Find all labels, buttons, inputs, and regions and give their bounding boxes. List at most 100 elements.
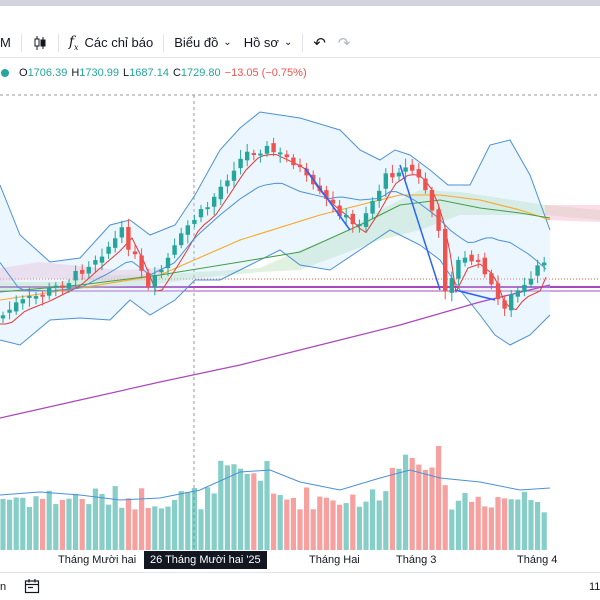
volume-bar bbox=[165, 506, 171, 550]
candle-body bbox=[40, 294, 45, 297]
volume-bar bbox=[508, 499, 514, 550]
candle-body bbox=[231, 170, 237, 181]
low-value: 1687.14 bbox=[129, 67, 169, 79]
candle-body bbox=[324, 190, 329, 199]
candle-body bbox=[284, 154, 289, 158]
candle-body bbox=[80, 269, 85, 274]
bottom-toolbar: n 11 bbox=[0, 572, 600, 600]
volume-bar bbox=[323, 497, 329, 550]
candle-body bbox=[238, 158, 243, 169]
candle-body bbox=[264, 145, 270, 154]
interval-button[interactable]: M bbox=[0, 30, 17, 56]
candle-body bbox=[542, 262, 547, 266]
volume-bar bbox=[86, 504, 92, 550]
long-moving-average bbox=[0, 284, 551, 419]
candle-body bbox=[522, 284, 527, 292]
candle-body bbox=[225, 180, 230, 187]
candle-body bbox=[66, 283, 72, 289]
candle-body bbox=[47, 287, 52, 296]
profile-menu-label: Hồ sơ bbox=[243, 35, 279, 50]
goto-date-button[interactable] bbox=[24, 578, 40, 597]
indicators-button[interactable]: fx Các chỉ báo bbox=[63, 30, 159, 56]
candle-body bbox=[509, 294, 514, 311]
volume-bar bbox=[416, 464, 422, 550]
volume-bar bbox=[330, 500, 336, 550]
trend-line bbox=[399, 164, 441, 291]
volume-bar bbox=[337, 504, 343, 550]
candle-body bbox=[357, 224, 362, 227]
volume-bar bbox=[350, 494, 356, 550]
candle-body bbox=[363, 213, 369, 227]
candle-body bbox=[106, 246, 111, 254]
bottom-right-text: 11 bbox=[589, 581, 600, 593]
close-label: C bbox=[172, 67, 181, 79]
toolbar-divider bbox=[57, 33, 59, 52]
undo-icon: ↶ bbox=[313, 34, 326, 52]
change-value: −13.05 (−0.75%) bbox=[224, 67, 307, 79]
candle-body bbox=[469, 254, 474, 262]
volume-bar bbox=[409, 457, 415, 550]
candle-body bbox=[383, 173, 388, 189]
volume-bar bbox=[482, 506, 488, 550]
candle-body bbox=[0, 315, 6, 319]
volume-bar bbox=[515, 499, 521, 550]
trend-line bbox=[304, 167, 351, 231]
candle-body bbox=[165, 257, 171, 269]
x-tick-label: Tháng 4 bbox=[517, 554, 558, 566]
toolbar-divider bbox=[302, 33, 304, 52]
medium-moving-average bbox=[0, 194, 551, 301]
volume-bar bbox=[469, 501, 475, 550]
volume-bar bbox=[211, 493, 217, 550]
volume-bar bbox=[13, 497, 19, 550]
volume-bar bbox=[251, 473, 257, 550]
candle-body bbox=[370, 200, 375, 214]
ichimoku-cloud bbox=[0, 190, 600, 292]
volume-bar bbox=[363, 501, 369, 550]
volume-bar bbox=[178, 491, 184, 550]
volume-bar bbox=[145, 507, 151, 550]
volume-bar bbox=[92, 488, 98, 550]
candle-body bbox=[53, 285, 58, 288]
candle-body bbox=[33, 296, 39, 299]
volume-bar bbox=[158, 508, 164, 550]
volume-bar bbox=[284, 499, 290, 550]
candle-body bbox=[502, 300, 507, 309]
volume-bar bbox=[99, 493, 105, 550]
undo-button[interactable]: ↶ bbox=[307, 30, 332, 56]
price-chart[interactable] bbox=[0, 60, 600, 550]
low-label: L bbox=[123, 67, 130, 79]
volume-bar bbox=[442, 485, 448, 550]
ichimoku-cloud bbox=[545, 205, 600, 222]
volume-bar bbox=[343, 503, 349, 550]
x-tick-label: Tháng 3 bbox=[396, 554, 437, 566]
candle-body bbox=[456, 259, 461, 279]
fast-moving-average bbox=[0, 153, 547, 325]
volume-bar bbox=[238, 468, 244, 550]
volume-bar bbox=[40, 498, 46, 550]
chart-menu-button[interactable]: Biểu đồ ⌄ bbox=[168, 30, 237, 56]
candle-body bbox=[337, 205, 342, 217]
volume-bar bbox=[271, 493, 277, 550]
candle-body bbox=[159, 269, 164, 273]
candle-body bbox=[152, 275, 157, 288]
open-value: 1706.39 bbox=[27, 67, 68, 79]
volume-bar bbox=[46, 490, 52, 550]
redo-button[interactable]: ↷ bbox=[332, 30, 357, 56]
candle-body bbox=[258, 153, 263, 156]
candle-body bbox=[297, 164, 303, 168]
volume-bar bbox=[0, 498, 6, 550]
candles-style-button[interactable] bbox=[26, 30, 54, 56]
profile-menu-button[interactable]: Hồ sơ ⌄ bbox=[238, 30, 299, 56]
volume-bar bbox=[7, 499, 13, 550]
volume-bar bbox=[462, 492, 468, 550]
volume-moving-average bbox=[0, 469, 551, 501]
top-strip bbox=[0, 0, 600, 6]
candle-body bbox=[410, 164, 415, 171]
volume-bar bbox=[455, 500, 461, 550]
volume-bar bbox=[370, 489, 376, 550]
candle-body bbox=[396, 172, 402, 177]
candle-body bbox=[271, 143, 276, 153]
chart-toolbar: M fx Các chỉ báo Biểu đồ ⌄ Hồ sơ ⌄ ↶ ↷ bbox=[0, 28, 600, 58]
candle-body bbox=[403, 167, 408, 172]
function-icon: fx bbox=[68, 33, 79, 52]
